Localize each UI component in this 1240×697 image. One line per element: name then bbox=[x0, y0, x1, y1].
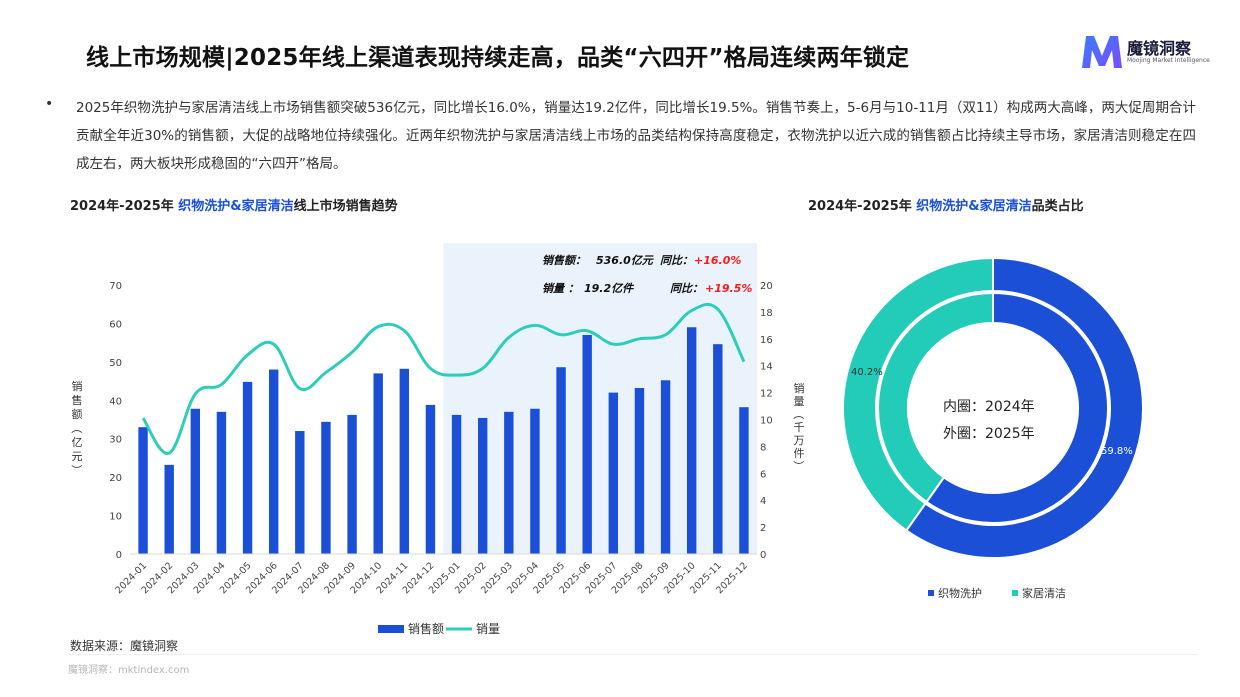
annotation-volume-value: 19.2亿件 bbox=[584, 282, 635, 295]
y-left-tick: 20 bbox=[109, 473, 122, 484]
axis-label-char: （ bbox=[70, 423, 83, 434]
sales-bar bbox=[713, 344, 723, 554]
sales-bar bbox=[399, 368, 410, 554]
axis-label-char: 千 bbox=[794, 421, 805, 434]
annotation-sales: 销售额： 536.0亿元 同比： +16.0% bbox=[542, 254, 741, 267]
trend-title-prefix: 2024年-2025年 bbox=[70, 199, 179, 214]
share-title-highlight: 织物洗护&家居清洁 bbox=[916, 199, 1032, 214]
axis-label-char: 销 bbox=[72, 379, 83, 393]
sales-bar bbox=[530, 408, 540, 554]
summary-paragraph: 2025年织物洗护与家居清洁线上市场销售额突破536亿元，同比增长16.0%，销… bbox=[76, 100, 1196, 172]
sales-bar bbox=[634, 387, 645, 554]
axis-label-char: 销 bbox=[794, 381, 805, 395]
sales-bar bbox=[190, 408, 201, 554]
y-right-tick: 0 bbox=[760, 550, 766, 561]
y-right-tick: 20 bbox=[760, 281, 773, 292]
share-title-prefix: 2024年-2025年 bbox=[808, 199, 917, 214]
logo-name: 魔镜洞察 bbox=[1127, 39, 1192, 58]
sales-bar bbox=[295, 431, 305, 554]
sales-bar bbox=[242, 381, 253, 554]
sales-bar bbox=[739, 407, 749, 554]
y-left-tick: 50 bbox=[109, 358, 122, 369]
data-source: 数据来源：魔镜洞察 bbox=[70, 639, 179, 653]
y-axis-right-label: 销量（千万件） bbox=[792, 381, 805, 472]
axis-label-char: 亿 bbox=[72, 436, 83, 449]
y-left-tick: 60 bbox=[109, 319, 122, 330]
y-right-tick: 14 bbox=[760, 362, 773, 373]
axis-label-char: 量 bbox=[794, 395, 805, 408]
annotation-sales-yoy: +16.0% bbox=[694, 254, 741, 267]
sales-bar bbox=[321, 421, 331, 554]
legend-sales-label: 销售额 bbox=[408, 621, 444, 636]
sales-bar bbox=[477, 417, 488, 554]
share-chart-title: 2024年-2025年 织物洗护&家居清洁品类占比 bbox=[808, 195, 1084, 214]
annotation-sales-label: 销售额： bbox=[542, 254, 586, 267]
annotation-sales-value: 536.0亿元 bbox=[596, 254, 654, 267]
sales-bar bbox=[556, 367, 566, 554]
y-left-tick: 10 bbox=[109, 512, 122, 523]
trend-chart-title: 2024年-2025年 织物洗护&家居清洁线上市场销售趋势 bbox=[70, 195, 398, 214]
annotation-volume-yoy-label: 同比： bbox=[670, 282, 703, 295]
y-axis-left-label: 销售额 （ 亿元 ） bbox=[70, 379, 83, 476]
logo-subtitle: Moojing Market Intelligence bbox=[1127, 57, 1210, 64]
trend-legend: 销售额 销量 bbox=[378, 621, 500, 636]
sales-bar bbox=[138, 427, 148, 554]
annotation-volume-yoy: +19.5% bbox=[705, 282, 752, 295]
page-title: 线上市场规模|2025年线上渠道表现持续走高，品类“六四开”格局连续两年锁定 bbox=[86, 45, 910, 71]
annotation-sales-yoy-label: 同比： bbox=[660, 254, 693, 267]
legend-volume-label: 销量 bbox=[476, 622, 500, 636]
annotation-volume: 销量 ： 19.2亿件 同比： +19.5% bbox=[542, 282, 752, 295]
2025-highlight-area bbox=[443, 243, 757, 554]
bullet-icon: • bbox=[45, 96, 54, 112]
logo-icon bbox=[1082, 36, 1122, 68]
y-left-tick: 0 bbox=[116, 550, 122, 561]
y-right-tick: 12 bbox=[760, 389, 773, 400]
trend-title-highlight: 织物洗护&家居清洁 bbox=[178, 199, 294, 214]
sales-bar bbox=[268, 369, 279, 554]
axis-label-char: （ bbox=[792, 409, 805, 420]
y-right-tick: 8 bbox=[760, 442, 766, 453]
y-left-tick: 70 bbox=[109, 281, 122, 292]
sales-bar bbox=[686, 327, 697, 554]
axis-label-char: ） bbox=[792, 461, 805, 472]
sales-bar bbox=[164, 464, 174, 554]
sales-bar bbox=[504, 411, 514, 554]
legend-bar-swatch bbox=[378, 625, 404, 633]
axis-label-char: 万 bbox=[794, 434, 805, 447]
y-right-tick: 2 bbox=[760, 523, 766, 534]
volume-line bbox=[141, 302, 746, 455]
y-right-tick: 6 bbox=[760, 469, 766, 480]
sales-bar bbox=[425, 404, 436, 554]
sales-bar bbox=[216, 411, 227, 554]
y-right-tick: 10 bbox=[760, 416, 773, 427]
y-left-tick: 30 bbox=[109, 435, 122, 446]
sales-bar bbox=[373, 373, 383, 554]
axis-label-char: 元 bbox=[72, 450, 83, 463]
sales-bar bbox=[582, 334, 592, 554]
sales-bar bbox=[660, 380, 671, 554]
y-right-tick: 16 bbox=[760, 335, 773, 346]
footer-site: 魔镜洞察：mktindex.com bbox=[68, 665, 190, 676]
y-left-tick: 40 bbox=[109, 396, 122, 407]
y-right-tick: 18 bbox=[760, 308, 773, 319]
sales-bar bbox=[608, 392, 619, 554]
sales-bar bbox=[347, 414, 357, 554]
y-right-tick: 4 bbox=[760, 496, 766, 507]
footer-divider bbox=[68, 654, 1198, 655]
axis-label-char: 售 bbox=[72, 393, 83, 407]
sales-bar bbox=[451, 414, 462, 554]
share-title-suffix: 品类占比 bbox=[1031, 199, 1084, 214]
axis-label-char: 件 bbox=[794, 447, 805, 460]
axis-label-char: 额 bbox=[72, 408, 83, 421]
trend-title-suffix: 线上市场销售趋势 bbox=[293, 199, 398, 214]
annotation-volume-label: 销量 ： bbox=[542, 282, 579, 295]
axis-label-char: ） bbox=[70, 465, 83, 476]
